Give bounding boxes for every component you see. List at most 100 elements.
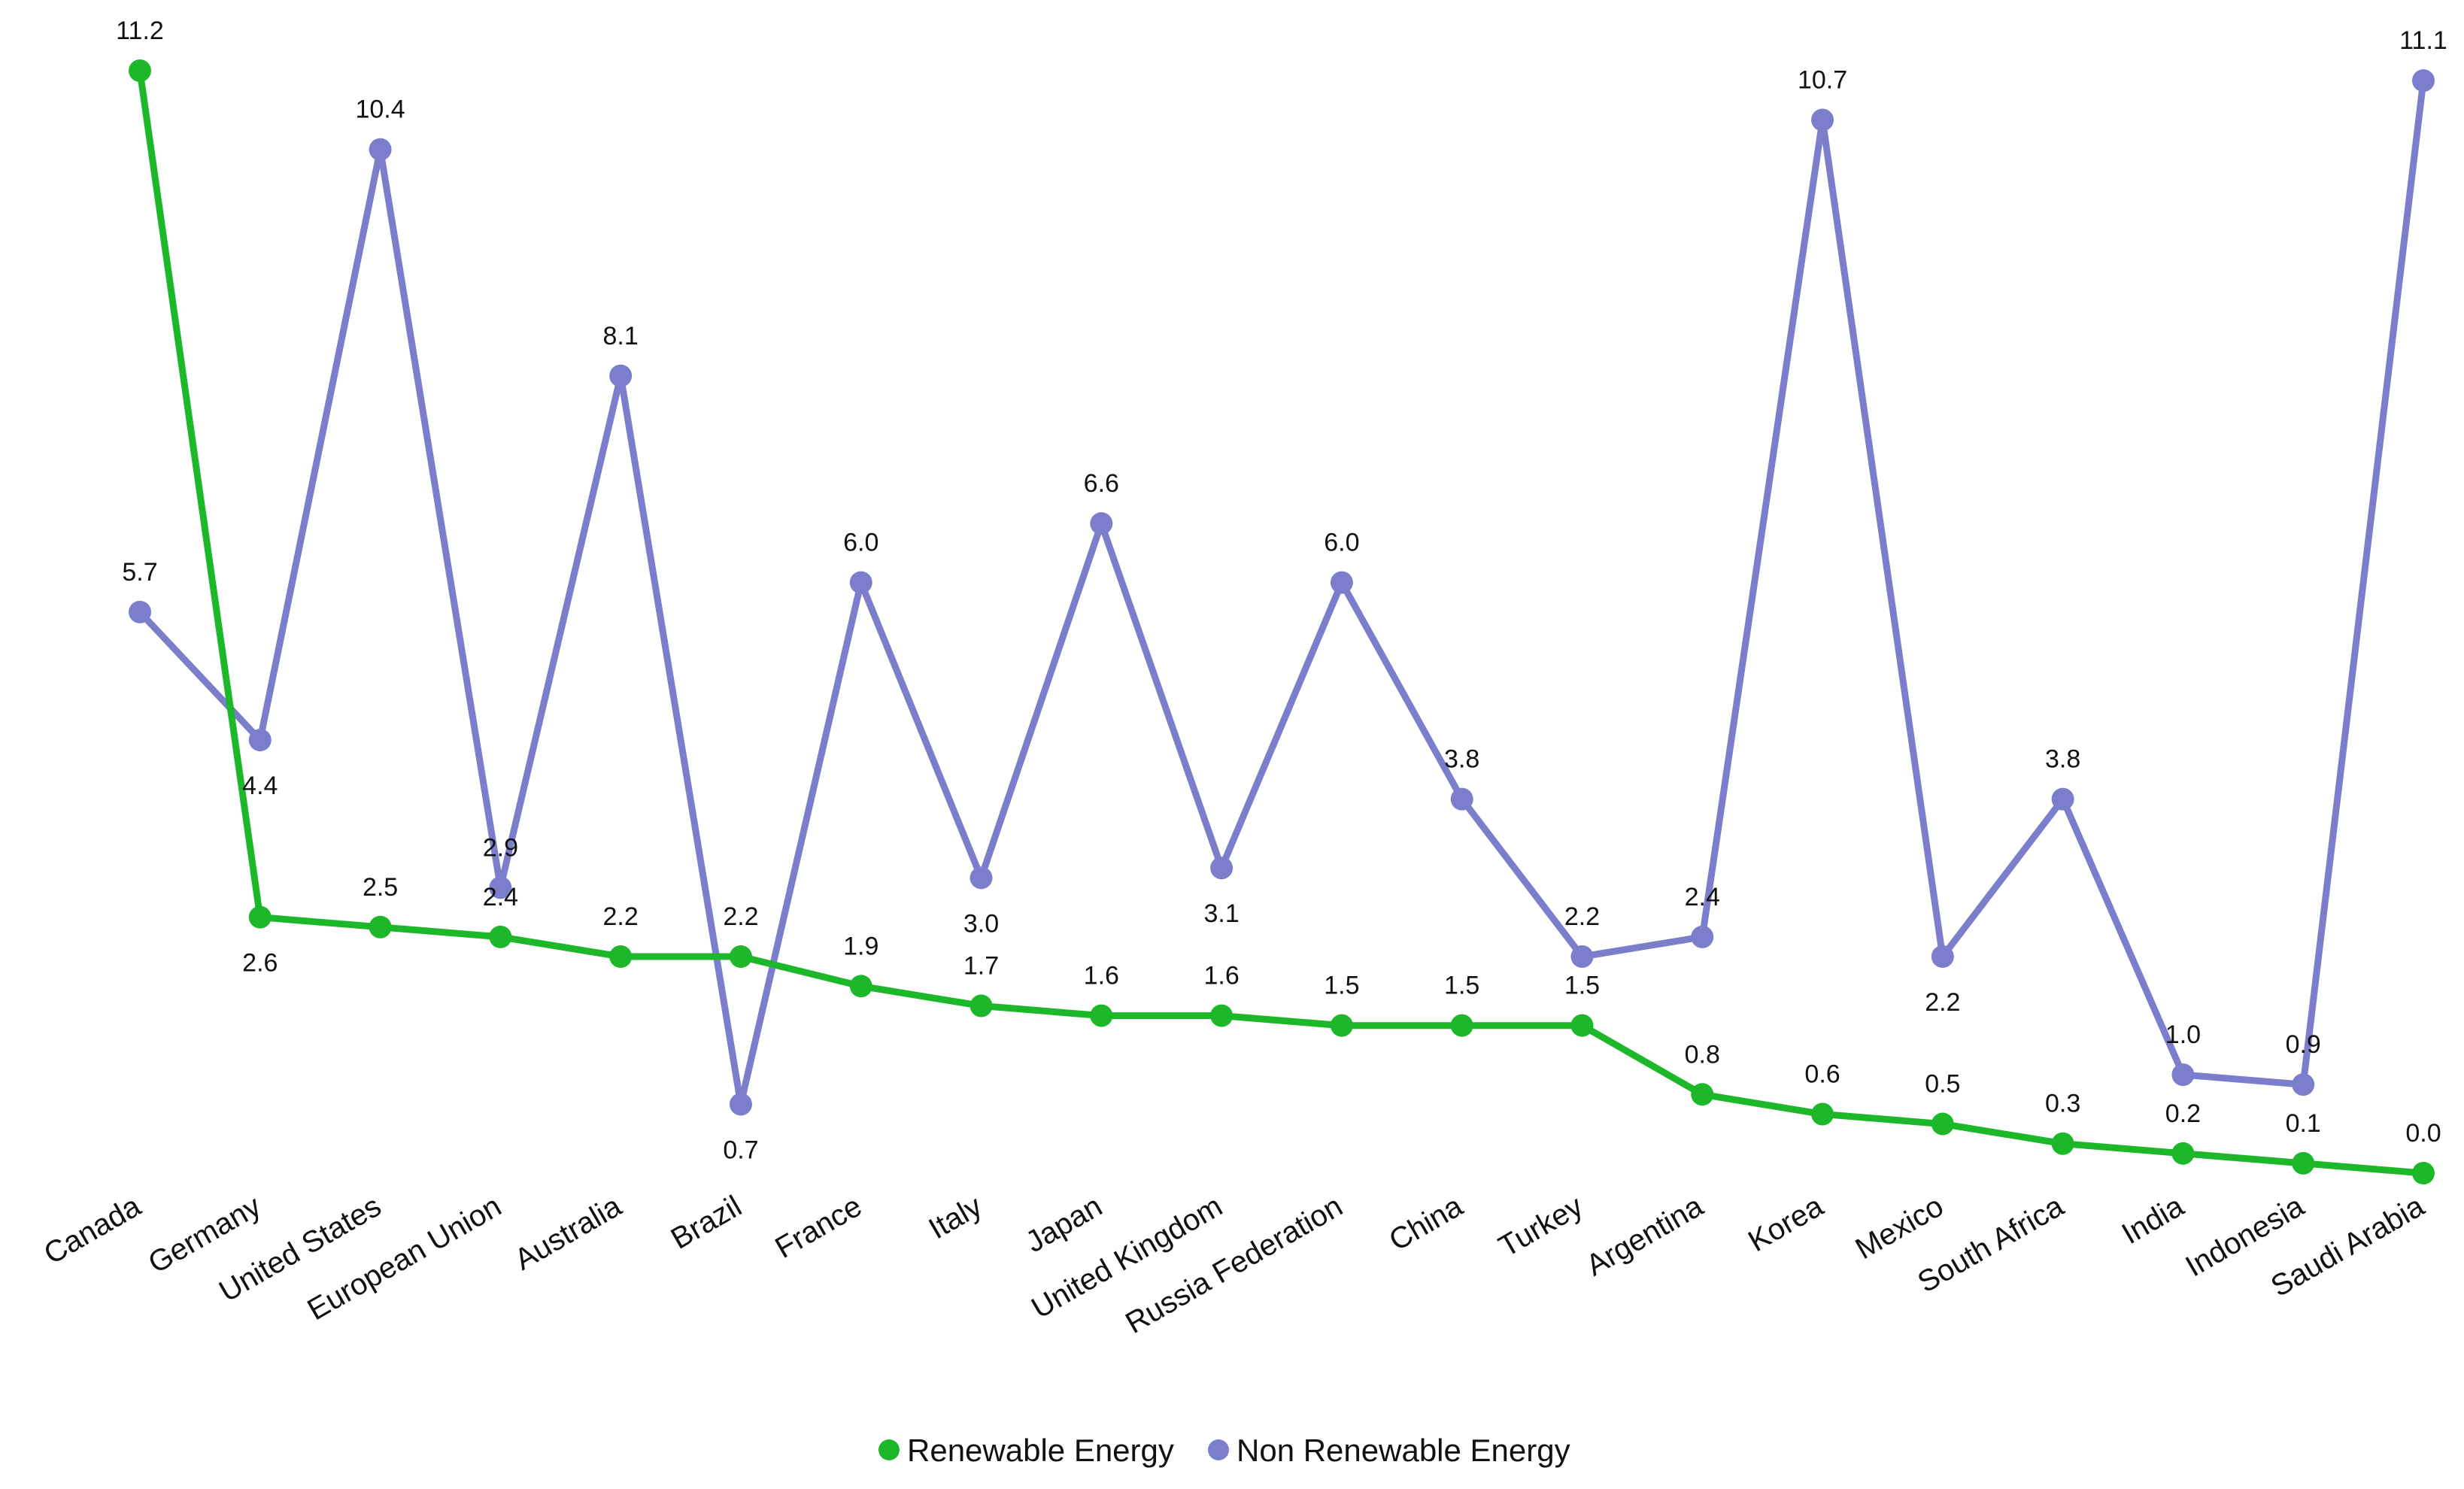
data-point-renewable-4 xyxy=(609,945,633,969)
data-label-non-renewable-1: 4.4 xyxy=(242,772,278,800)
legend-label-renewable: Renewable Energy xyxy=(907,1433,1174,1468)
data-point-renewable-18 xyxy=(2292,1151,2315,1175)
data-label-renewable-18: 0.1 xyxy=(2286,1109,2321,1138)
series-line-renewable xyxy=(136,67,2427,1177)
data-label-non-renewable-9: 3.1 xyxy=(1203,899,1239,928)
data-point-renewable-9 xyxy=(1210,1004,1234,1027)
x-tick-label-17: India xyxy=(2117,1189,2190,1251)
data-label-renewable-1: 2.6 xyxy=(242,949,278,978)
data-point-renewable-1 xyxy=(248,905,272,929)
legend-label-non-renewable: Non Renewable Energy xyxy=(1237,1433,1570,1468)
data-point-renewable-13 xyxy=(1691,1083,1714,1106)
data-label-non-renewable-18: 0.9 xyxy=(2286,1030,2321,1059)
data-point-renewable-8 xyxy=(1090,1004,1113,1027)
data-point-renewable-16 xyxy=(2051,1132,2074,1155)
data-label-non-renewable-3: 2.9 xyxy=(483,833,518,862)
data-label-renewable-17: 0.2 xyxy=(2165,1099,2201,1128)
data-point-non-renewable-7 xyxy=(970,866,993,890)
data-point-renewable-10 xyxy=(1330,1014,1353,1037)
data-label-renewable-9: 1.6 xyxy=(1203,962,1239,990)
data-label-renewable-4: 2.2 xyxy=(603,902,639,931)
legend-marker-non-renewable xyxy=(1208,1439,1229,1460)
data-point-non-renewable-19 xyxy=(2412,69,2435,92)
x-tick-label-15: Mexico xyxy=(1850,1190,1950,1266)
data-point-renewable-17 xyxy=(2171,1142,2195,1165)
data-point-non-renewable-4 xyxy=(609,364,633,387)
data-point-non-renewable-3 xyxy=(489,876,512,899)
data-label-renewable-10: 1.5 xyxy=(1324,972,1359,1000)
data-label-non-renewable-14: 10.7 xyxy=(1798,65,1847,94)
series-line-non-renewable xyxy=(136,77,2427,1108)
x-tick-label-13: Argentina xyxy=(1580,1189,1709,1282)
data-point-non-renewable-18 xyxy=(2292,1073,2315,1096)
data-label-renewable-8: 1.6 xyxy=(1084,962,1119,990)
data-label-renewable-5: 2.2 xyxy=(723,902,758,931)
legend-marker-renewable xyxy=(878,1439,900,1460)
data-label-renewable-3: 2.4 xyxy=(483,883,518,911)
data-label-renewable-7: 1.7 xyxy=(963,951,999,980)
data-label-non-renewable-10: 6.0 xyxy=(1324,529,1359,557)
data-label-renewable-19: 0.0 xyxy=(2405,1119,2441,1148)
data-point-non-renewable-8 xyxy=(1090,512,1113,535)
data-label-non-renewable-11: 3.8 xyxy=(1444,745,1479,774)
data-label-renewable-0: 11.2 xyxy=(116,17,164,45)
data-label-renewable-12: 1.5 xyxy=(1564,972,1600,1000)
data-point-renewable-19 xyxy=(2412,1162,2435,1184)
data-label-renewable-6: 1.9 xyxy=(843,932,878,960)
x-tick-label-5: Brazil xyxy=(666,1190,748,1256)
data-label-non-renewable-13: 2.4 xyxy=(1685,883,1720,911)
data-label-non-renewable-15: 2.2 xyxy=(1925,988,1960,1017)
data-label-non-renewable-12: 2.2 xyxy=(1564,902,1600,931)
data-point-non-renewable-14 xyxy=(1811,108,1834,132)
data-label-renewable-13: 0.8 xyxy=(1685,1040,1720,1069)
data-label-non-renewable-2: 10.4 xyxy=(355,96,405,124)
data-label-non-renewable-6: 6.0 xyxy=(843,529,878,557)
data-point-non-renewable-2 xyxy=(369,138,392,161)
data-point-non-renewable-17 xyxy=(2171,1063,2195,1087)
x-tick-label-3: European Union xyxy=(302,1190,506,1327)
data-point-non-renewable-11 xyxy=(1450,787,1473,811)
x-tick-label-7: Italy xyxy=(923,1190,988,1246)
x-tick-label-6: France xyxy=(769,1190,867,1265)
data-point-renewable-11 xyxy=(1450,1014,1473,1037)
data-label-renewable-16: 0.3 xyxy=(2045,1090,2080,1118)
data-label-non-renewable-0: 5.7 xyxy=(122,558,157,587)
data-point-non-renewable-1 xyxy=(248,729,272,752)
data-point-non-renewable-13 xyxy=(1691,925,1714,948)
data-point-non-renewable-9 xyxy=(1210,857,1234,880)
x-tick-label-10: Russia Federation xyxy=(1120,1190,1348,1340)
data-point-non-renewable-15 xyxy=(1931,945,1954,969)
data-point-renewable-0 xyxy=(129,59,151,82)
data-point-non-renewable-16 xyxy=(2051,787,2074,811)
data-point-renewable-12 xyxy=(1570,1014,1594,1037)
x-tick-label-12: Turkey xyxy=(1493,1190,1589,1263)
x-tick-label-8: Japan xyxy=(1020,1190,1107,1260)
data-point-renewable-7 xyxy=(970,994,993,1017)
data-label-non-renewable-16: 3.8 xyxy=(2045,745,2080,774)
data-point-renewable-15 xyxy=(1931,1112,1954,1136)
x-tick-label-14: Korea xyxy=(1743,1189,1829,1258)
data-label-renewable-14: 0.6 xyxy=(1804,1060,1840,1088)
data-label-renewable-15: 0.5 xyxy=(1925,1070,1960,1099)
data-point-non-renewable-12 xyxy=(1570,945,1594,969)
data-label-renewable-11: 1.5 xyxy=(1444,972,1479,1000)
data-label-renewable-2: 2.5 xyxy=(363,873,398,902)
data-point-renewable-14 xyxy=(1811,1102,1834,1126)
x-tick-label-0: Canada xyxy=(38,1189,147,1271)
data-point-non-renewable-10 xyxy=(1330,571,1353,594)
x-tick-label-4: Australia xyxy=(509,1189,627,1276)
data-label-non-renewable-17: 1.0 xyxy=(2165,1020,2201,1049)
data-point-non-renewable-0 xyxy=(129,600,151,623)
x-tick-label-11: China xyxy=(1384,1189,1469,1257)
data-label-non-renewable-7: 3.0 xyxy=(963,909,999,938)
data-point-renewable-3 xyxy=(489,925,512,948)
data-point-renewable-5 xyxy=(729,945,752,969)
data-label-non-renewable-5: 0.7 xyxy=(723,1136,758,1164)
data-point-non-renewable-5 xyxy=(729,1093,752,1116)
data-label-non-renewable-19: 11.1 xyxy=(2399,26,2447,55)
data-point-renewable-2 xyxy=(369,915,392,939)
data-point-renewable-6 xyxy=(849,975,872,998)
data-point-non-renewable-6 xyxy=(849,571,872,594)
